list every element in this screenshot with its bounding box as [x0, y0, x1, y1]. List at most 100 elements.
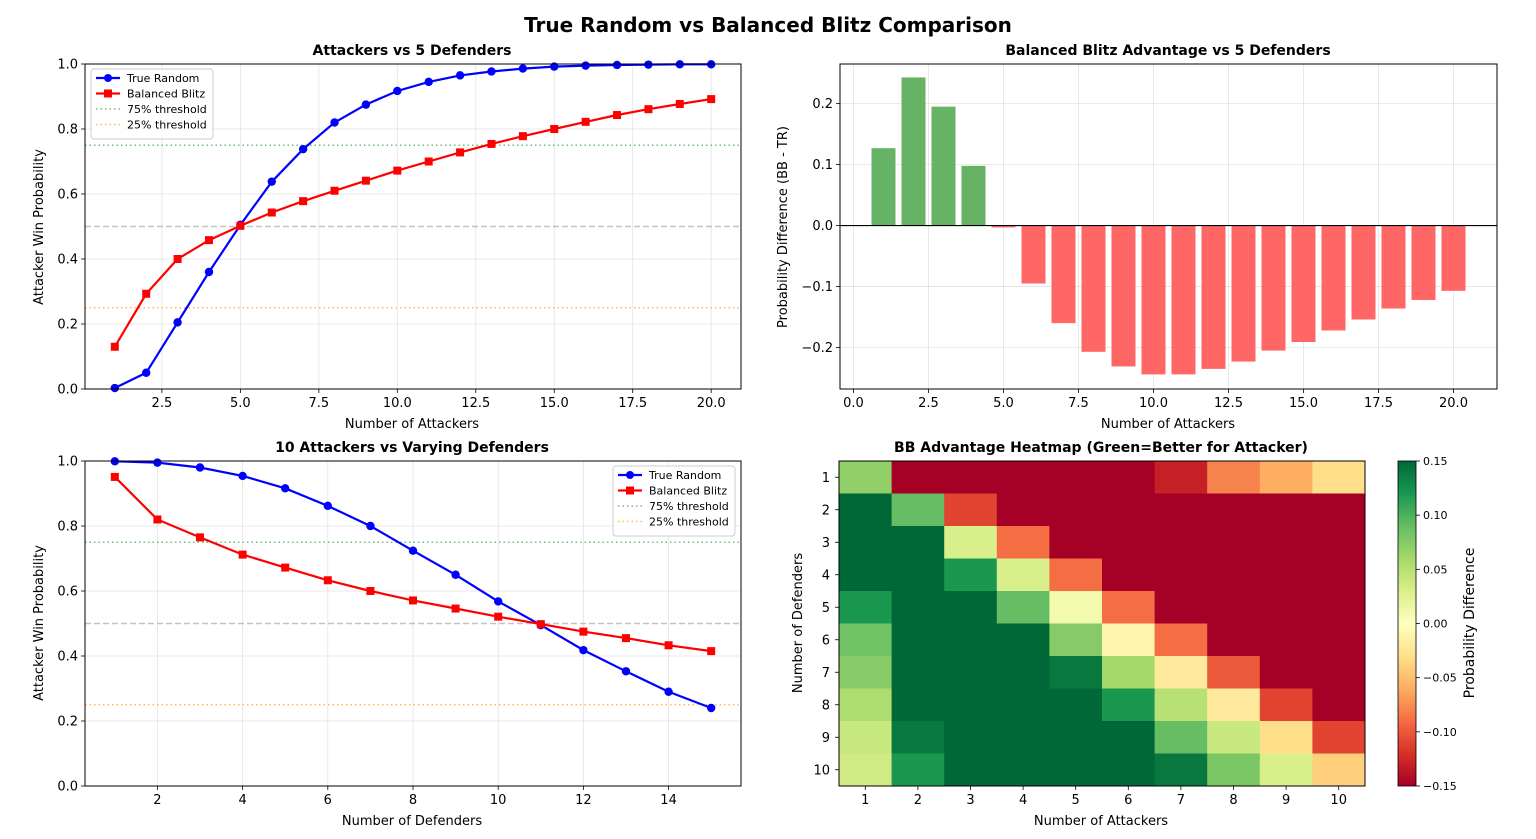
chart1-xtick-label-1: 5.0 — [230, 396, 251, 411]
chart4-cell-4-1 — [891, 591, 945, 624]
chart4-cell-7-5 — [1102, 688, 1156, 722]
chart3-ytick-label-3: 0.6 — [57, 585, 78, 600]
chart3-point-0-6 — [366, 521, 375, 531]
chart1-point-1-6 — [299, 197, 308, 206]
chart3-legend-marker-0 — [626, 471, 634, 479]
chart3-point-0-3 — [238, 471, 247, 481]
chart1-point-0-8 — [361, 100, 371, 109]
chart1-legend-marker-0 — [104, 74, 112, 82]
chart4-xlabel: Number of Attackers — [1034, 814, 1168, 829]
chart4-cell-9-9 — [1312, 753, 1366, 787]
chart4-cell-8-4 — [1049, 721, 1103, 754]
chart4-cell-8-9 — [1312, 721, 1366, 754]
chart4-cell-9-7 — [1207, 753, 1261, 787]
chart3-legend-label-3: 25% threshold — [649, 516, 729, 529]
chart1-legend-label-0: True Random — [126, 72, 199, 85]
chart4-colorbar-tick-label-6: 0.15 — [1423, 455, 1448, 468]
chart2-xtick-label-2: 5.0 — [993, 396, 1014, 411]
chart4-cell-2-6 — [1154, 526, 1208, 559]
chart1-point-1-15 — [581, 117, 590, 126]
chart4-cell-3-2 — [944, 558, 998, 592]
chart4-cell-1-9 — [1312, 493, 1366, 527]
chart2-bar-9 — [1141, 225, 1166, 375]
chart4-cell-7-6 — [1154, 688, 1208, 722]
chart2-bar-0 — [871, 148, 896, 226]
chart4-cell-5-0 — [839, 623, 893, 657]
chart3-xtick-label-5: 12 — [575, 793, 592, 808]
chart3-legend: True Random Balanced Blitz 75% threshold 25… — [612, 465, 736, 537]
chart2-xtick-label-5: 12.5 — [1214, 396, 1243, 411]
chart4-cell-6-7 — [1207, 656, 1261, 689]
chart3-point-1-4 — [281, 563, 290, 572]
chart3-ytick-label-5: 1.0 — [57, 455, 78, 470]
chart4-cell-7-4 — [1049, 688, 1103, 722]
chart4-cell-1-1 — [891, 493, 945, 527]
chart3-point-1-14 — [707, 647, 716, 656]
chart4-cell-5-7 — [1207, 623, 1261, 657]
chart1-legend: True Random Balanced Blitz 75% threshold 25… — [90, 68, 214, 140]
chart4-xtick-label-7: 8 — [1229, 793, 1237, 808]
chart3-ytick-label-4: 0.8 — [57, 520, 78, 535]
chart2-bar-6 — [1051, 225, 1076, 324]
chart-bb-advantage-heatmap: BB Advantage Heatmap (Green=Better for A… — [791, 440, 1478, 829]
chart1-xlabel: Number of Attackers — [345, 417, 479, 432]
chart4-ylabel: Number of Defenders — [791, 553, 806, 693]
chart1-ytick-label-1: 0.2 — [57, 318, 78, 333]
chart2-ytick-label-0: −0.2 — [801, 341, 833, 356]
chart4-cell-5-8 — [1259, 623, 1313, 657]
chart1-xtick-label-2: 7.5 — [308, 396, 329, 411]
chart4-cell-4-0 — [839, 591, 893, 624]
chart4-cell-5-3 — [996, 623, 1050, 657]
chart4-cell-5-6 — [1154, 623, 1208, 657]
chart2-bar-10 — [1171, 225, 1196, 375]
chart4-cell-7-2 — [944, 688, 998, 722]
chart2-xtick-label-6: 15.0 — [1289, 396, 1318, 411]
chart2-xtick-label-8: 20.0 — [1439, 396, 1468, 411]
chart3-xtick-label-2: 6 — [324, 793, 332, 808]
chart3-xlabel: Number of Defenders — [342, 814, 482, 829]
chart3-xtick-label-3: 8 — [409, 793, 417, 808]
chart1-xtick-label-7: 20.0 — [697, 396, 726, 411]
chart2-bar-18 — [1411, 225, 1436, 300]
chart3-point-0-11 — [579, 645, 588, 655]
chart1-point-1-12 — [487, 139, 496, 148]
chart2-xtick-label-1: 2.5 — [918, 396, 939, 411]
chart2-xtick-label-3: 7.5 — [1068, 396, 1089, 411]
chart1-legend-label-1: Balanced Blitz — [127, 88, 205, 101]
chart4-colorbar-tick-label-0: −0.15 — [1423, 780, 1457, 793]
chart4-cell-0-5 — [1102, 461, 1156, 494]
chart4-cell-4-6 — [1154, 591, 1208, 624]
chart1-xtick-label-0: 2.5 — [152, 396, 173, 411]
chart4-cell-6-2 — [944, 656, 998, 689]
chart4-ytick-label-2: 3 — [822, 536, 830, 551]
chart3-point-1-3 — [238, 550, 247, 559]
chart4-xtick-label-4: 5 — [1072, 793, 1080, 808]
chart4-cell-2-3 — [996, 526, 1050, 559]
chart1-point-1-2 — [173, 255, 182, 263]
chart3-point-1-0 — [110, 472, 119, 481]
chart2-bar-11 — [1201, 225, 1226, 369]
chart4-cell-9-0 — [839, 753, 893, 787]
chart4-cell-5-4 — [1049, 623, 1103, 657]
chart4-cell-1-4 — [1049, 493, 1103, 527]
chart1-ytick-label-4: 0.8 — [57, 123, 78, 138]
chart4-ytick-label-1: 2 — [822, 503, 830, 518]
chart4-ytick-label-5: 6 — [822, 633, 830, 648]
chart3-point-0-1 — [153, 458, 162, 467]
chart1-xtick-label-6: 17.5 — [618, 396, 647, 411]
chart1-point-0-7 — [330, 118, 339, 127]
chart4-cell-2-1 — [891, 526, 945, 559]
chart1-point-0-6 — [298, 144, 308, 154]
chart4-cell-4-5 — [1102, 591, 1156, 624]
chart4-ytick-label-0: 1 — [822, 471, 830, 486]
chart4-cell-6-5 — [1102, 656, 1156, 689]
chart4-cell-0-0 — [839, 461, 893, 494]
chart1-point-1-3 — [204, 236, 213, 245]
chart1-point-0-16 — [612, 60, 622, 70]
chart4-cell-4-9 — [1312, 591, 1366, 624]
chart4-cell-4-3 — [996, 591, 1050, 624]
chart1-point-0-10 — [424, 77, 433, 87]
chart4-xtick-label-1: 2 — [914, 793, 922, 808]
chart3-point-0-2 — [195, 463, 205, 472]
